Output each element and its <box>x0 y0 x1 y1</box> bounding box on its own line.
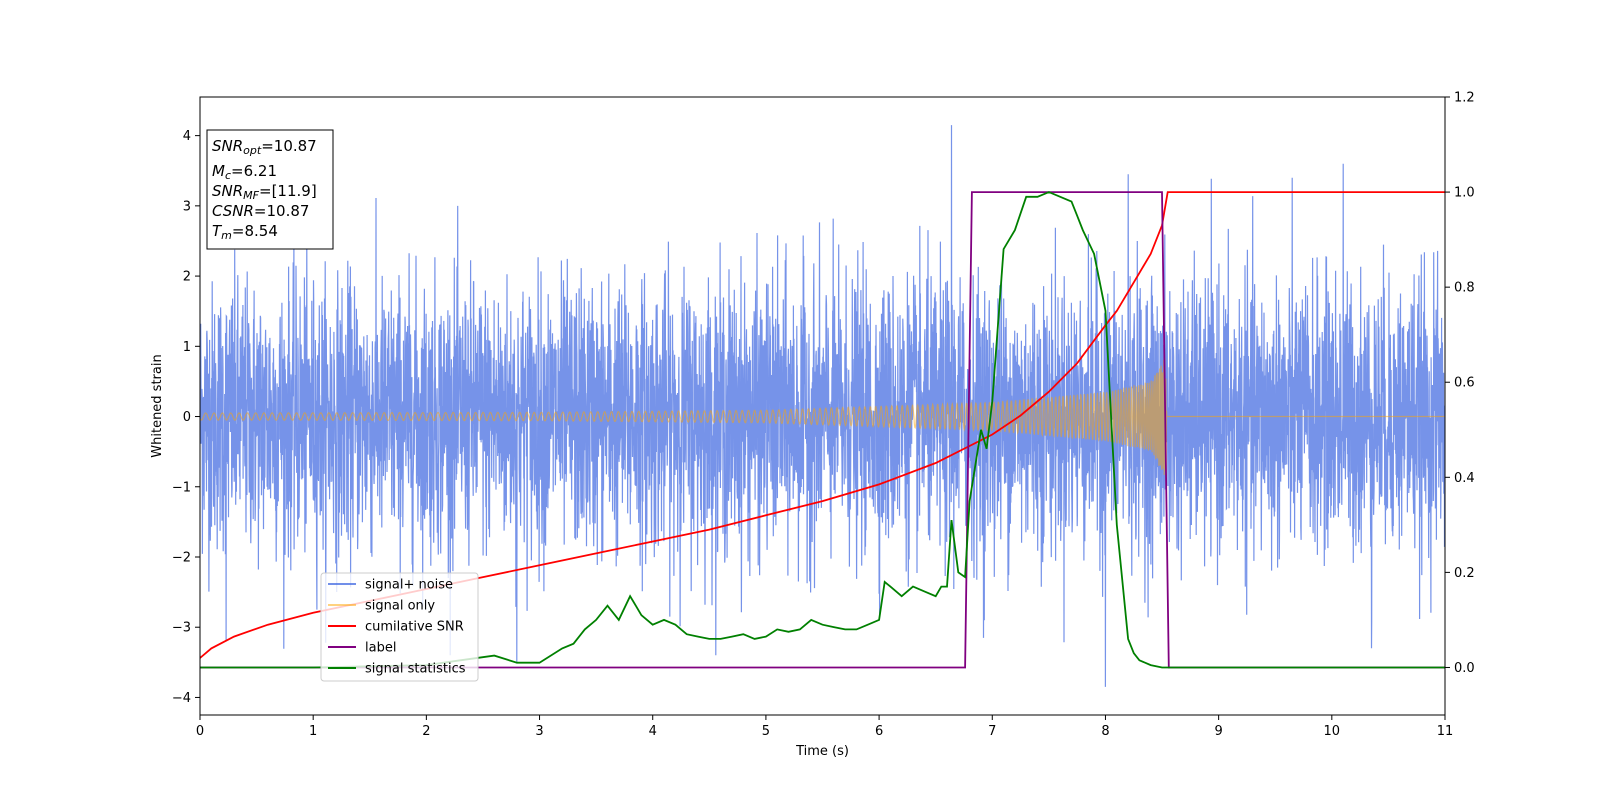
x-tick-label: 7 <box>988 724 996 739</box>
info-symbol: SNR <box>212 137 243 155</box>
y-left-tick-label: −2 <box>172 550 191 565</box>
legend: signal+ noise signal only cumilative SNR la… <box>320 572 479 682</box>
y-right-tick-label: 0.0 <box>1454 661 1475 676</box>
axes-layer: 0 1 2 3 4 5 6 7 8 9 10 11 −4 −3 −2 −1 0 1 2 3 4 0.0 0.2 0.4 0.6 0… <box>172 91 1475 740</box>
x-tick-label: 11 <box>1437 724 1454 739</box>
y-right-tick-label: 0.4 <box>1454 471 1475 486</box>
y-left-tick-label: 1 <box>183 340 191 355</box>
legend-frame <box>320 572 479 682</box>
x-tick-label: 6 <box>875 724 883 739</box>
info-value: =8.54 <box>232 222 278 240</box>
y-right-tick-label: 1.2 <box>1454 91 1475 106</box>
x-tick-label: 8 <box>1101 724 1109 739</box>
y-right-tick-label: 1.0 <box>1454 186 1475 201</box>
x-axis-title: Time (s) <box>795 744 849 759</box>
legend-label: signal only <box>365 599 435 614</box>
x-tick-label: 9 <box>1214 724 1222 739</box>
y-left-tick-label: 0 <box>183 410 191 425</box>
info-subscript: c <box>225 169 231 182</box>
series-signal-only-line <box>200 357 1445 477</box>
y-left-tick-label: 4 <box>183 129 191 144</box>
legend-label: label <box>365 641 396 656</box>
info-line: SNRMF=[11.9] <box>212 182 317 202</box>
info-line: Tm=8.54 <box>212 222 278 242</box>
plot-frame <box>199 96 1446 716</box>
info-value: =[11.9] <box>259 182 317 200</box>
info-value: =6.21 <box>231 162 277 180</box>
series-signal-statistics-line <box>200 191 1445 669</box>
y-right-tick-label: 0.8 <box>1454 281 1475 296</box>
y-left-tick-label: −1 <box>172 480 191 495</box>
info-symbol: CSNR <box>212 202 254 220</box>
y-left-tick-label: 2 <box>183 270 191 285</box>
x-tick-label: 1 <box>309 724 317 739</box>
info-box-frame <box>206 129 334 250</box>
y-left-tick-label: −3 <box>172 621 191 636</box>
info-line: Mc=6.21 <box>212 162 277 182</box>
info-symbol: SNR <box>212 182 243 200</box>
info-symbol: M <box>212 162 225 180</box>
x-tick-label: 4 <box>649 724 657 739</box>
info-line: SNRopt=10.87 <box>212 137 317 157</box>
legend-label: signal+ noise <box>365 578 453 593</box>
info-box: SNRopt=10.87Mc=6.21SNRMF=[11.9]CSNR=10.8… <box>206 129 334 250</box>
x-tick-label: 3 <box>535 724 543 739</box>
x-tick-label: 2 <box>422 724 430 739</box>
info-value: =10.87 <box>261 137 317 155</box>
x-tick-label: 10 <box>1324 724 1341 739</box>
info-symbol: T <box>212 222 223 240</box>
y-left-tick-label: −4 <box>172 691 191 706</box>
y-right-tick-label: 0.6 <box>1454 376 1475 391</box>
info-subscript: m <box>221 229 232 242</box>
y-right-tick-label: 0.2 <box>1454 566 1475 581</box>
y-axis-title: Whitened strain <box>150 354 165 457</box>
info-subscript: MF <box>243 189 259 202</box>
x-tick-label: 5 <box>762 724 770 739</box>
info-value: =10.87 <box>254 202 310 220</box>
series-signal-noise-line <box>200 125 1445 687</box>
legend-label: cumilative SNR <box>365 620 464 635</box>
info-subscript: opt <box>243 144 262 157</box>
legend-label: signal statistics <box>365 662 466 677</box>
info-line: CSNR=10.87 <box>212 202 309 220</box>
x-tick-label: 0 <box>196 724 204 739</box>
y-left-tick-label: 3 <box>183 199 191 214</box>
